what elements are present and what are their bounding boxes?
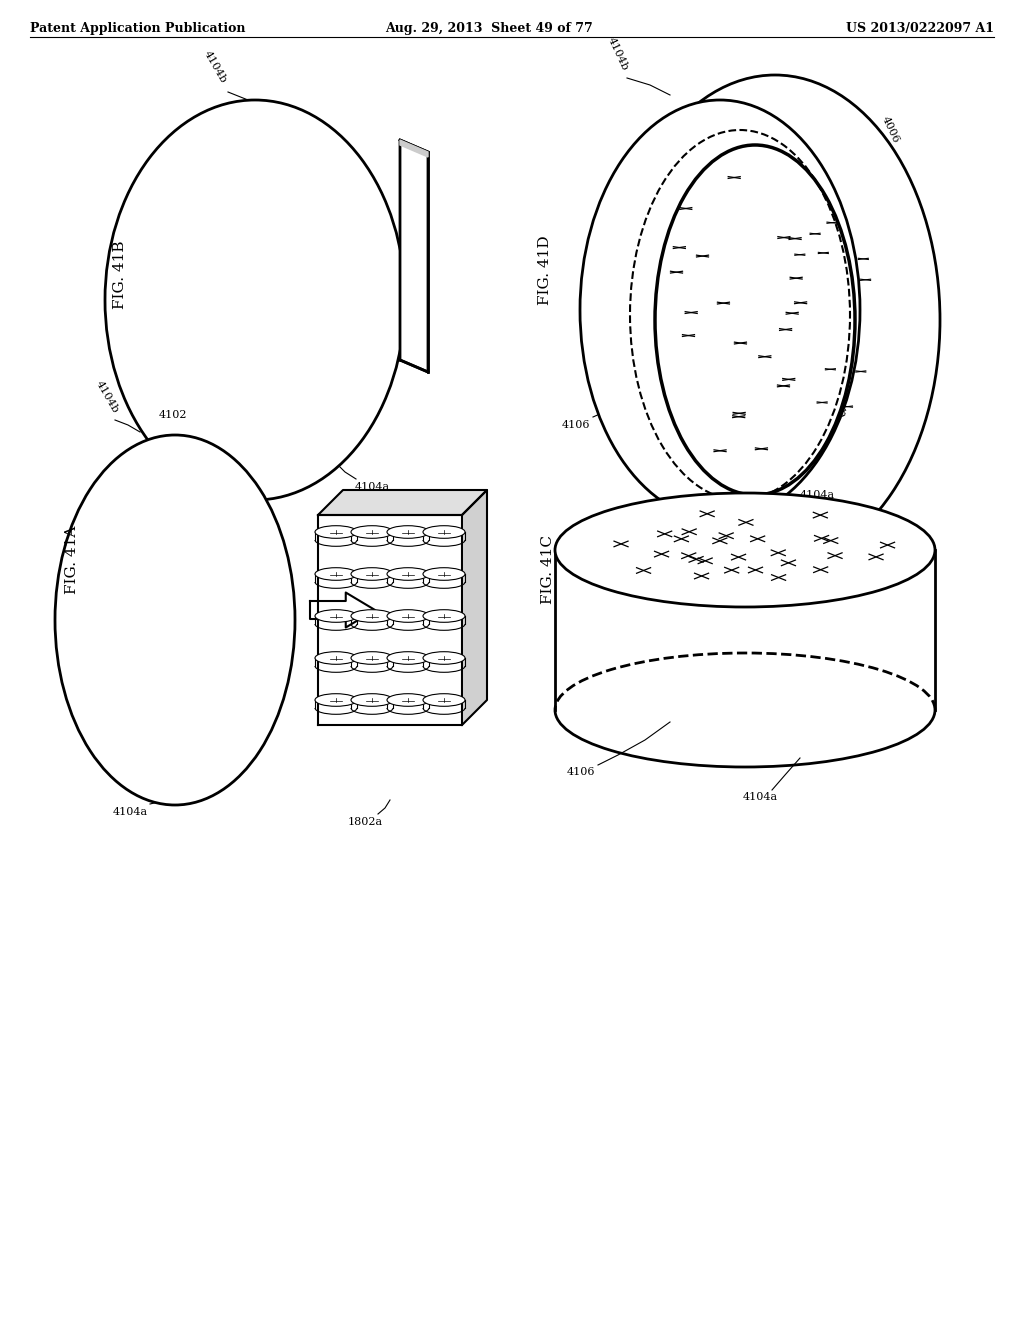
Text: FIG. 41C: FIG. 41C bbox=[541, 536, 555, 605]
Ellipse shape bbox=[580, 100, 860, 520]
Ellipse shape bbox=[351, 610, 393, 622]
Ellipse shape bbox=[555, 492, 935, 607]
Ellipse shape bbox=[387, 610, 429, 622]
Polygon shape bbox=[400, 140, 428, 157]
Ellipse shape bbox=[423, 610, 465, 622]
Text: Patent Application Publication: Patent Application Publication bbox=[30, 22, 246, 36]
Polygon shape bbox=[318, 490, 487, 515]
Text: 4104b: 4104b bbox=[606, 36, 630, 73]
Ellipse shape bbox=[351, 694, 393, 706]
Text: 4106: 4106 bbox=[561, 420, 590, 430]
Ellipse shape bbox=[423, 568, 465, 581]
Polygon shape bbox=[318, 515, 462, 725]
Text: 1802b: 1802b bbox=[823, 384, 847, 420]
Ellipse shape bbox=[387, 525, 429, 539]
Text: 4102: 4102 bbox=[159, 411, 187, 420]
Ellipse shape bbox=[387, 652, 429, 664]
Text: 4104a: 4104a bbox=[800, 490, 836, 500]
Text: 4104b: 4104b bbox=[202, 49, 228, 84]
Text: 1802b: 1802b bbox=[888, 539, 912, 576]
Text: 4104b: 4104b bbox=[94, 379, 120, 414]
Text: Aug. 29, 2013  Sheet 49 of 77: Aug. 29, 2013 Sheet 49 of 77 bbox=[385, 22, 593, 36]
Text: 4106: 4106 bbox=[566, 767, 595, 777]
Ellipse shape bbox=[315, 525, 357, 539]
Text: 4104a: 4104a bbox=[742, 792, 777, 803]
Ellipse shape bbox=[315, 610, 357, 622]
Text: US 2013/0222097 A1: US 2013/0222097 A1 bbox=[846, 22, 994, 36]
Ellipse shape bbox=[55, 436, 295, 805]
Ellipse shape bbox=[423, 525, 465, 539]
Ellipse shape bbox=[387, 568, 429, 581]
Ellipse shape bbox=[105, 100, 406, 500]
Polygon shape bbox=[400, 140, 428, 372]
Polygon shape bbox=[462, 490, 487, 725]
Ellipse shape bbox=[351, 525, 393, 539]
Text: FIG. 41A: FIG. 41A bbox=[65, 525, 79, 594]
Text: FIG. 41D: FIG. 41D bbox=[538, 235, 552, 305]
Polygon shape bbox=[310, 593, 375, 627]
Text: 4104a: 4104a bbox=[113, 807, 147, 817]
Text: 4104b: 4104b bbox=[641, 450, 670, 484]
Ellipse shape bbox=[315, 568, 357, 581]
Text: 4104a: 4104a bbox=[355, 482, 390, 492]
Text: 4006: 4006 bbox=[880, 115, 900, 145]
Ellipse shape bbox=[610, 75, 940, 565]
Ellipse shape bbox=[315, 694, 357, 706]
Ellipse shape bbox=[315, 652, 357, 664]
Ellipse shape bbox=[351, 568, 393, 581]
Polygon shape bbox=[555, 550, 935, 710]
Ellipse shape bbox=[387, 694, 429, 706]
Text: 1802a: 1802a bbox=[347, 817, 383, 828]
Ellipse shape bbox=[351, 652, 393, 664]
Ellipse shape bbox=[423, 694, 465, 706]
Ellipse shape bbox=[423, 652, 465, 664]
Text: FIG. 41B: FIG. 41B bbox=[113, 240, 127, 309]
